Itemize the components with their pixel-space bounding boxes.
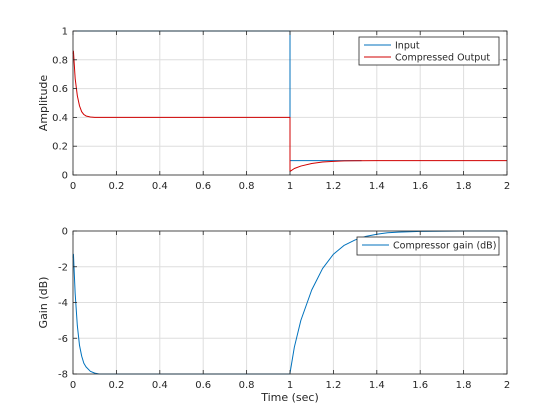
chart-2-ytick-label-4: 0	[62, 227, 68, 238]
chart-2-xtick-label-3: 0.6	[195, 380, 211, 391]
chart-2-legend-label-1: Compressor gain (dB)	[393, 241, 496, 252]
chart-1-xtick-label-4: 0.8	[239, 181, 255, 192]
chart-2-xtick-label-2: 0.4	[152, 380, 168, 391]
chart-1-xtick-label-9: 1.8	[456, 181, 472, 192]
chart-1-ylabel: Amplitude	[37, 75, 50, 132]
chart-2-ytick-label-3: -2	[58, 262, 68, 273]
chart-1-ytick-label-4: 0.8	[52, 55, 68, 66]
chart-2-xtick-label-10: 2	[504, 380, 510, 391]
chart-1-xtick-label-8: 1.6	[412, 181, 428, 192]
chart-2-xtick-label-1: 0.2	[108, 380, 124, 391]
chart-2-xtick-label-5: 1	[287, 380, 293, 391]
chart-1-xtick-label-5: 1	[287, 181, 293, 192]
chart-2-xtick-label-9: 1.8	[456, 380, 472, 391]
chart-1-xtick-label-3: 0.6	[195, 181, 211, 192]
chart-2-legend-box	[356, 236, 500, 256]
chart-1-series-2-line	[72, 50, 507, 172]
chart-1-xtick-label-1: 0.2	[108, 181, 124, 192]
chart-2-ytick-label-0: -8	[58, 370, 68, 381]
chart-1-legend-label-2: Compressed Output	[395, 53, 490, 64]
chart-1-ytick-label-1: 0.2	[52, 142, 68, 153]
chart-1-xtick-label-0: 0	[70, 181, 76, 192]
chart-1-ytick-label-0: 0	[62, 171, 68, 182]
chart-1-xtick-label-6: 1.2	[325, 181, 341, 192]
chart-2-ytick-label-2: -4	[58, 298, 68, 309]
chart-1-ytick-label-2: 0.4	[52, 113, 68, 124]
chart-1-xtick-label-7: 1.4	[369, 181, 385, 192]
chart-2-xlabel: Time (sec)	[260, 391, 319, 404]
chart-2-xtick-label-8: 1.6	[412, 380, 428, 391]
chart-1: 0 0.2 0.4 0.6 0.8 1 1.2 1.4 1.6 1.8 2 0 0.2 0.4 0.6 0.8…	[37, 27, 510, 193]
chart-2-ytick-label-1: -6	[58, 334, 68, 345]
chart-2-xtick-label-4: 0.8	[239, 380, 255, 391]
chart-1-legend-box	[358, 36, 500, 66]
chart-1-xtick-label-10: 2	[504, 181, 510, 192]
chart-2-xtick-label-6: 1.2	[325, 380, 341, 391]
chart-2-xtick-label-0: 0	[70, 380, 76, 391]
chart-2: 0 0.2 0.4 0.6 0.8 1 1.2 1.4 1.6 1.8 2 -8 -6 -4 -2 0 Gain…	[37, 227, 510, 405]
chart-2-xtick-label-7: 1.4	[369, 380, 385, 391]
chart-1-xtick-label-2: 0.4	[152, 181, 168, 192]
chart-2-ylabel: Gain (dB)	[37, 277, 50, 329]
chart-1-legend-label-1: Input	[395, 41, 420, 52]
chart-1-ytick-label-5: 1	[62, 27, 68, 38]
chart-1-ytick-label-3: 0.6	[52, 84, 68, 95]
